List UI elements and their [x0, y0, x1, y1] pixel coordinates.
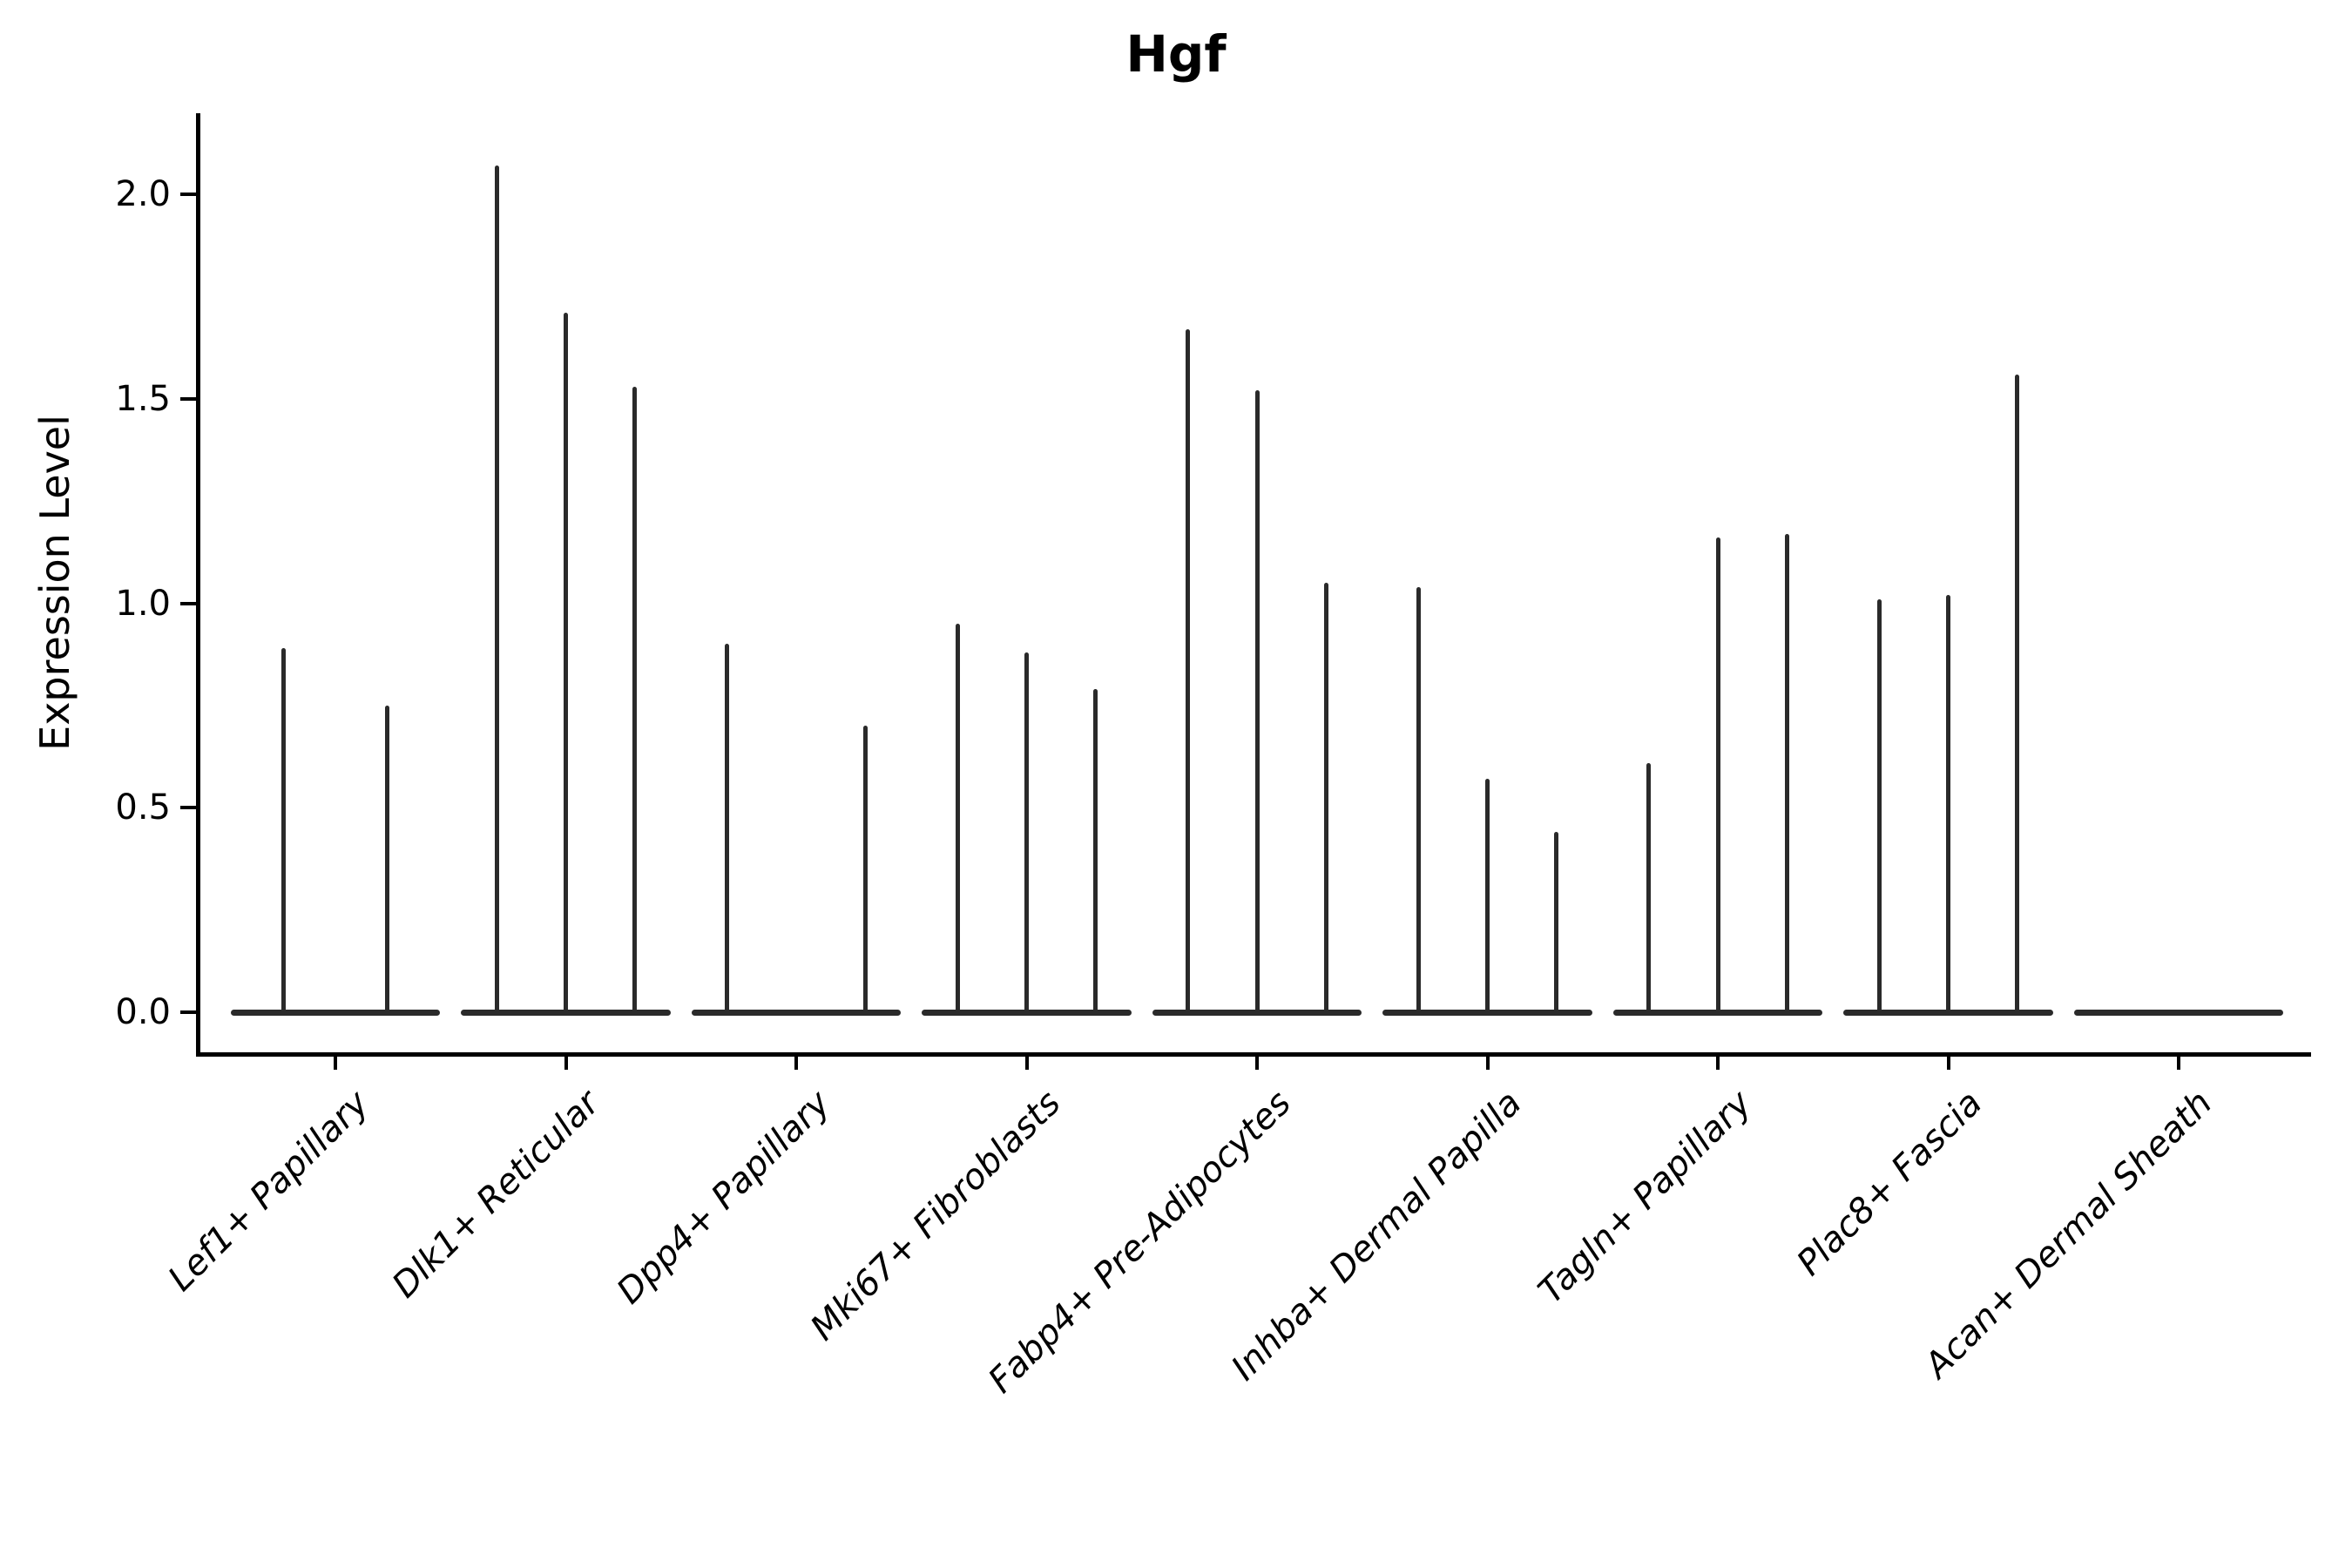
x-tick-mark	[1946, 1052, 1950, 1070]
x-axis-spine	[196, 1052, 2311, 1057]
x-tick-label: Dlk1+ Reticular	[384, 1083, 608, 1306]
x-tick-mark	[1716, 1052, 1720, 1070]
violin-spike	[1093, 689, 1098, 1014]
violin-spike	[632, 386, 638, 1014]
violin-spike	[1646, 762, 1652, 1014]
y-tick-label: 2.0	[115, 174, 171, 214]
x-tick-mark	[1485, 1052, 1490, 1070]
violin-spike	[1186, 328, 1191, 1014]
y-tick-label: 0.5	[115, 787, 171, 828]
y-tick-label: 1.0	[115, 583, 171, 624]
y-tick-mark	[180, 193, 196, 196]
violin-spike	[1715, 537, 1720, 1014]
x-tick-mark	[2177, 1052, 2180, 1070]
x-tick-label: Plac8+ Fascia	[1789, 1083, 1990, 1284]
x-tick-mark	[1255, 1052, 1259, 1070]
y-tick-mark	[180, 601, 196, 605]
x-tick-label: Dpp4+ Papillary	[609, 1083, 838, 1312]
x-tick-mark	[564, 1052, 568, 1070]
x-tick-mark	[334, 1052, 337, 1070]
violin-spike	[955, 623, 960, 1014]
violin-spike	[1024, 652, 1029, 1014]
violin-spike	[1554, 832, 1559, 1014]
x-tick-label: Mki67+ Fibroblasts	[802, 1083, 1069, 1348]
violin-spike	[564, 313, 568, 1014]
violin-spike	[280, 648, 286, 1014]
y-tick-label: 0.0	[115, 992, 171, 1032]
violin-base	[691, 1010, 902, 1016]
violin-spike	[385, 705, 389, 1014]
violin-spike	[1784, 533, 1789, 1014]
y-axis-spine	[196, 113, 200, 1057]
x-tick-label: Tagln+ Papillary	[1531, 1083, 1760, 1312]
y-tick-mark	[180, 396, 196, 401]
y-tick-mark	[180, 806, 196, 810]
x-tick-mark	[1024, 1052, 1029, 1070]
x-tick-label: Lef1+ Papillary	[160, 1083, 377, 1300]
y-tick-mark	[180, 1010, 196, 1014]
violin-spike	[1876, 598, 1882, 1014]
violin-spike	[2015, 374, 2020, 1014]
y-tick-label: 1.5	[115, 378, 171, 419]
violin-spike	[494, 166, 499, 1014]
violin-spike	[725, 644, 730, 1014]
chart-title: Hgf	[1125, 24, 1227, 84]
violin-spike	[1485, 779, 1490, 1014]
violin-spike	[1323, 583, 1328, 1014]
violin-spike	[862, 726, 868, 1014]
violin-spike	[1254, 390, 1260, 1014]
violin-base	[230, 1010, 441, 1016]
x-tick-mark	[794, 1052, 798, 1070]
violin-base	[2073, 1010, 2284, 1016]
violin-spike	[1946, 595, 1950, 1014]
violin-spike	[1416, 586, 1421, 1014]
